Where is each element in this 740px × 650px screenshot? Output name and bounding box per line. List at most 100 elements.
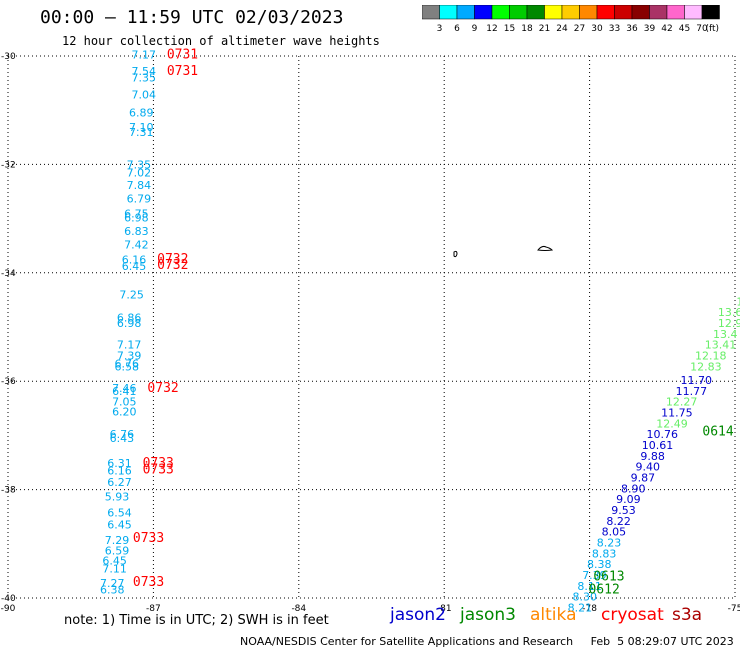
lat-tick-label: -38 (1, 486, 16, 496)
pass-time-label: 0732 (147, 381, 178, 396)
legend-label: 36 (626, 24, 638, 34)
swh-value: 6.54 (107, 507, 132, 520)
island-outline (453, 250, 458, 258)
swh-value: 9.09 (616, 493, 641, 506)
swh-value: 5.93 (105, 490, 130, 503)
legend-label: 27 (574, 24, 585, 34)
swh-value: 11.77 (676, 385, 708, 398)
note-text: note: 1) Time is in UTC; 2) SWH is in fe… (64, 613, 329, 628)
legend-label: 39 (644, 24, 656, 34)
pass-time-label: 0733 (133, 575, 164, 590)
swh-value: 12.18 (695, 350, 727, 363)
swh-value: 10.61 (642, 439, 674, 452)
legend-swatch (474, 4, 493, 20)
legend-label: 42 (661, 24, 672, 34)
page-subtitle: 12 hour collection of altimeter wave hei… (62, 34, 380, 48)
legend-swatch (509, 4, 528, 20)
pass-time-label: 0732 (157, 252, 188, 267)
pass-time-label: 0613 (593, 570, 624, 585)
legend-swatch (421, 4, 440, 20)
pass-time-label: 0731 (167, 48, 198, 63)
pass-time-label: 0612 (588, 583, 619, 598)
swh-value: 8.22 (606, 515, 631, 528)
swh-value: 12.83 (690, 360, 722, 373)
legend-swatch (456, 4, 475, 20)
swh-value: 6.43 (110, 432, 135, 445)
page-title: 00:00 – 11:59 UTC 02/03/2023 (40, 7, 344, 28)
legend-label: 24 (556, 24, 568, 34)
swh-value: 6.86 (117, 312, 142, 325)
legend-label: 30 (591, 24, 603, 34)
legend-label: 12 (486, 24, 497, 34)
pass-time-labels: 0731073107320732073207330733073307330614… (133, 48, 734, 598)
swh-value: 12.9 (718, 317, 740, 330)
legend-swatch (561, 4, 580, 20)
swh-value: 6.27 (107, 476, 132, 489)
footer-credit: NOAA/NESDIS Center for Satellite Applica… (240, 635, 734, 648)
lon-tick-label: -78 (582, 604, 597, 614)
graticule: -90 -87 -84 -81 -78 -75 -30 -32 -34 -36 -38 -40 (1, 52, 740, 614)
swh-value: 13.41 (705, 339, 737, 352)
pass-time-label: 0731 (167, 64, 198, 79)
legend-swatch (579, 4, 598, 20)
color-legend: 3 6 9 12 15 18 21 24 27 30 33 36 39 42 45 70 (ft) (421, 4, 740, 41)
swh-value: 6.98 (117, 317, 142, 330)
swh-value: 7.10 (129, 121, 154, 134)
legend-swatch (701, 4, 720, 20)
legend-swatch (684, 4, 703, 20)
lat-tick-label: -32 (1, 160, 16, 170)
legend-swatch (614, 4, 633, 20)
swh-value: 7.39 (582, 569, 607, 582)
legend-unit: (ft) (706, 24, 720, 34)
swh-value: 9.87 (631, 471, 656, 484)
swh-value: 6.76 (110, 428, 135, 441)
pass-time-label: 0732 (157, 258, 188, 273)
swh-value: 6.58 (114, 360, 139, 373)
swh-value: 6.31 (107, 457, 132, 470)
swh-value: 8.83 (592, 547, 617, 560)
swh-value: 8.23 (597, 537, 622, 550)
swh-value: 7.54 (131, 65, 156, 78)
legend-swatch (596, 4, 615, 20)
swh-value: 7.39 (117, 350, 142, 363)
swh-value: 8.38 (587, 558, 612, 571)
lon-tick-label: -87 (146, 604, 161, 614)
swh-value: 7.35 (127, 159, 152, 172)
swh-value: 6.20 (112, 405, 137, 418)
swh-value: 8.30 (573, 591, 598, 604)
swh-value: 9.53 (611, 504, 636, 517)
swh-value: 6.76 (114, 358, 139, 371)
swh-value: 10.76 (647, 428, 679, 441)
lon-tick-label: -75 (728, 604, 740, 614)
jason2-label: jason2 (390, 605, 446, 625)
swh-value: 7.11 (102, 563, 127, 576)
swh-value: 7.84 (127, 179, 152, 192)
swh-value: 7.04 (131, 88, 156, 101)
swh-value: 8.90 (621, 482, 646, 495)
swh-value: 6.45 (122, 260, 147, 273)
s3a-label: s3a (672, 605, 703, 625)
lat-tick-label: -30 (1, 52, 16, 62)
swh-value: 11.75 (661, 406, 693, 419)
islands (453, 245, 554, 258)
legend-swatch (526, 4, 545, 20)
lon-tick-label: -90 (1, 604, 16, 614)
swh-value: 6.16 (122, 254, 147, 267)
swh-value: 6.45 (107, 519, 132, 532)
swh-value: 7.02 (127, 166, 152, 179)
swh-value: 6.16 (107, 464, 132, 477)
pass-time-label: 0733 (143, 456, 174, 471)
legend-label: 45 (679, 24, 690, 34)
lat-tick-label: -36 (1, 377, 16, 387)
lat-tick-label: -34 (1, 269, 16, 279)
swh-value: 7.29 (105, 534, 130, 547)
swh-value: 7.17 (131, 49, 156, 62)
swh-value: 12.49 (656, 417, 688, 430)
pass-time-label: 0733 (143, 462, 174, 477)
swh-value: 12.27 (666, 396, 698, 409)
swh-value: 6.59 (105, 545, 130, 558)
swh-value: 7.35 (131, 71, 156, 84)
island-outline (537, 245, 554, 251)
swh-value: 9.88 (640, 450, 665, 463)
swh-value: 6.41 (112, 385, 137, 398)
